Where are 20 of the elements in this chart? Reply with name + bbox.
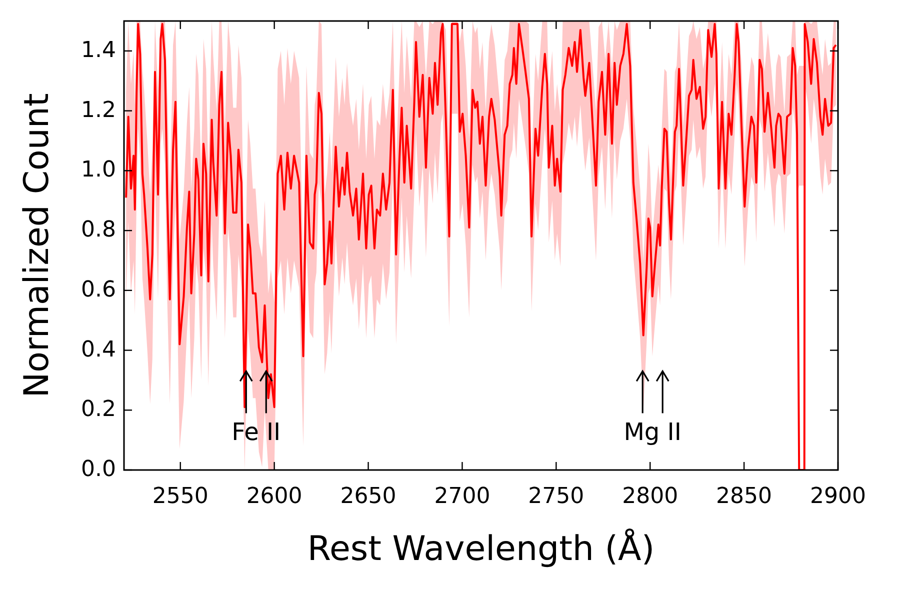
annotation: Mg II [624,418,682,446]
y-tick-label: 1.2 [81,98,116,123]
y-tick-label: 1.0 [81,158,116,183]
y-tick-label: 0.4 [81,337,116,362]
y-tick-label: 0.8 [81,218,116,243]
x-tick-label: 2800 [622,484,678,509]
y-tick-label: 1.4 [81,38,116,63]
x-tick-label: 2550 [152,484,208,509]
x-tick-label: 2650 [340,484,396,509]
x-tick-label: 2900 [810,484,866,509]
y-tick-label: 0.0 [81,457,116,482]
x-tick-label: 2750 [528,484,584,509]
x-tick-label: 2850 [716,484,772,509]
x-tick-label: 2700 [434,484,490,509]
x-axis-title: Rest Wavelength (Å) [307,528,655,569]
annotation: Fe II [232,418,281,446]
x-tick-label: 2600 [246,484,302,509]
y-tick-label: 0.6 [81,277,116,302]
y-axis-title: Normalized Count [17,93,57,398]
y-tick-label: 0.2 [81,397,116,422]
